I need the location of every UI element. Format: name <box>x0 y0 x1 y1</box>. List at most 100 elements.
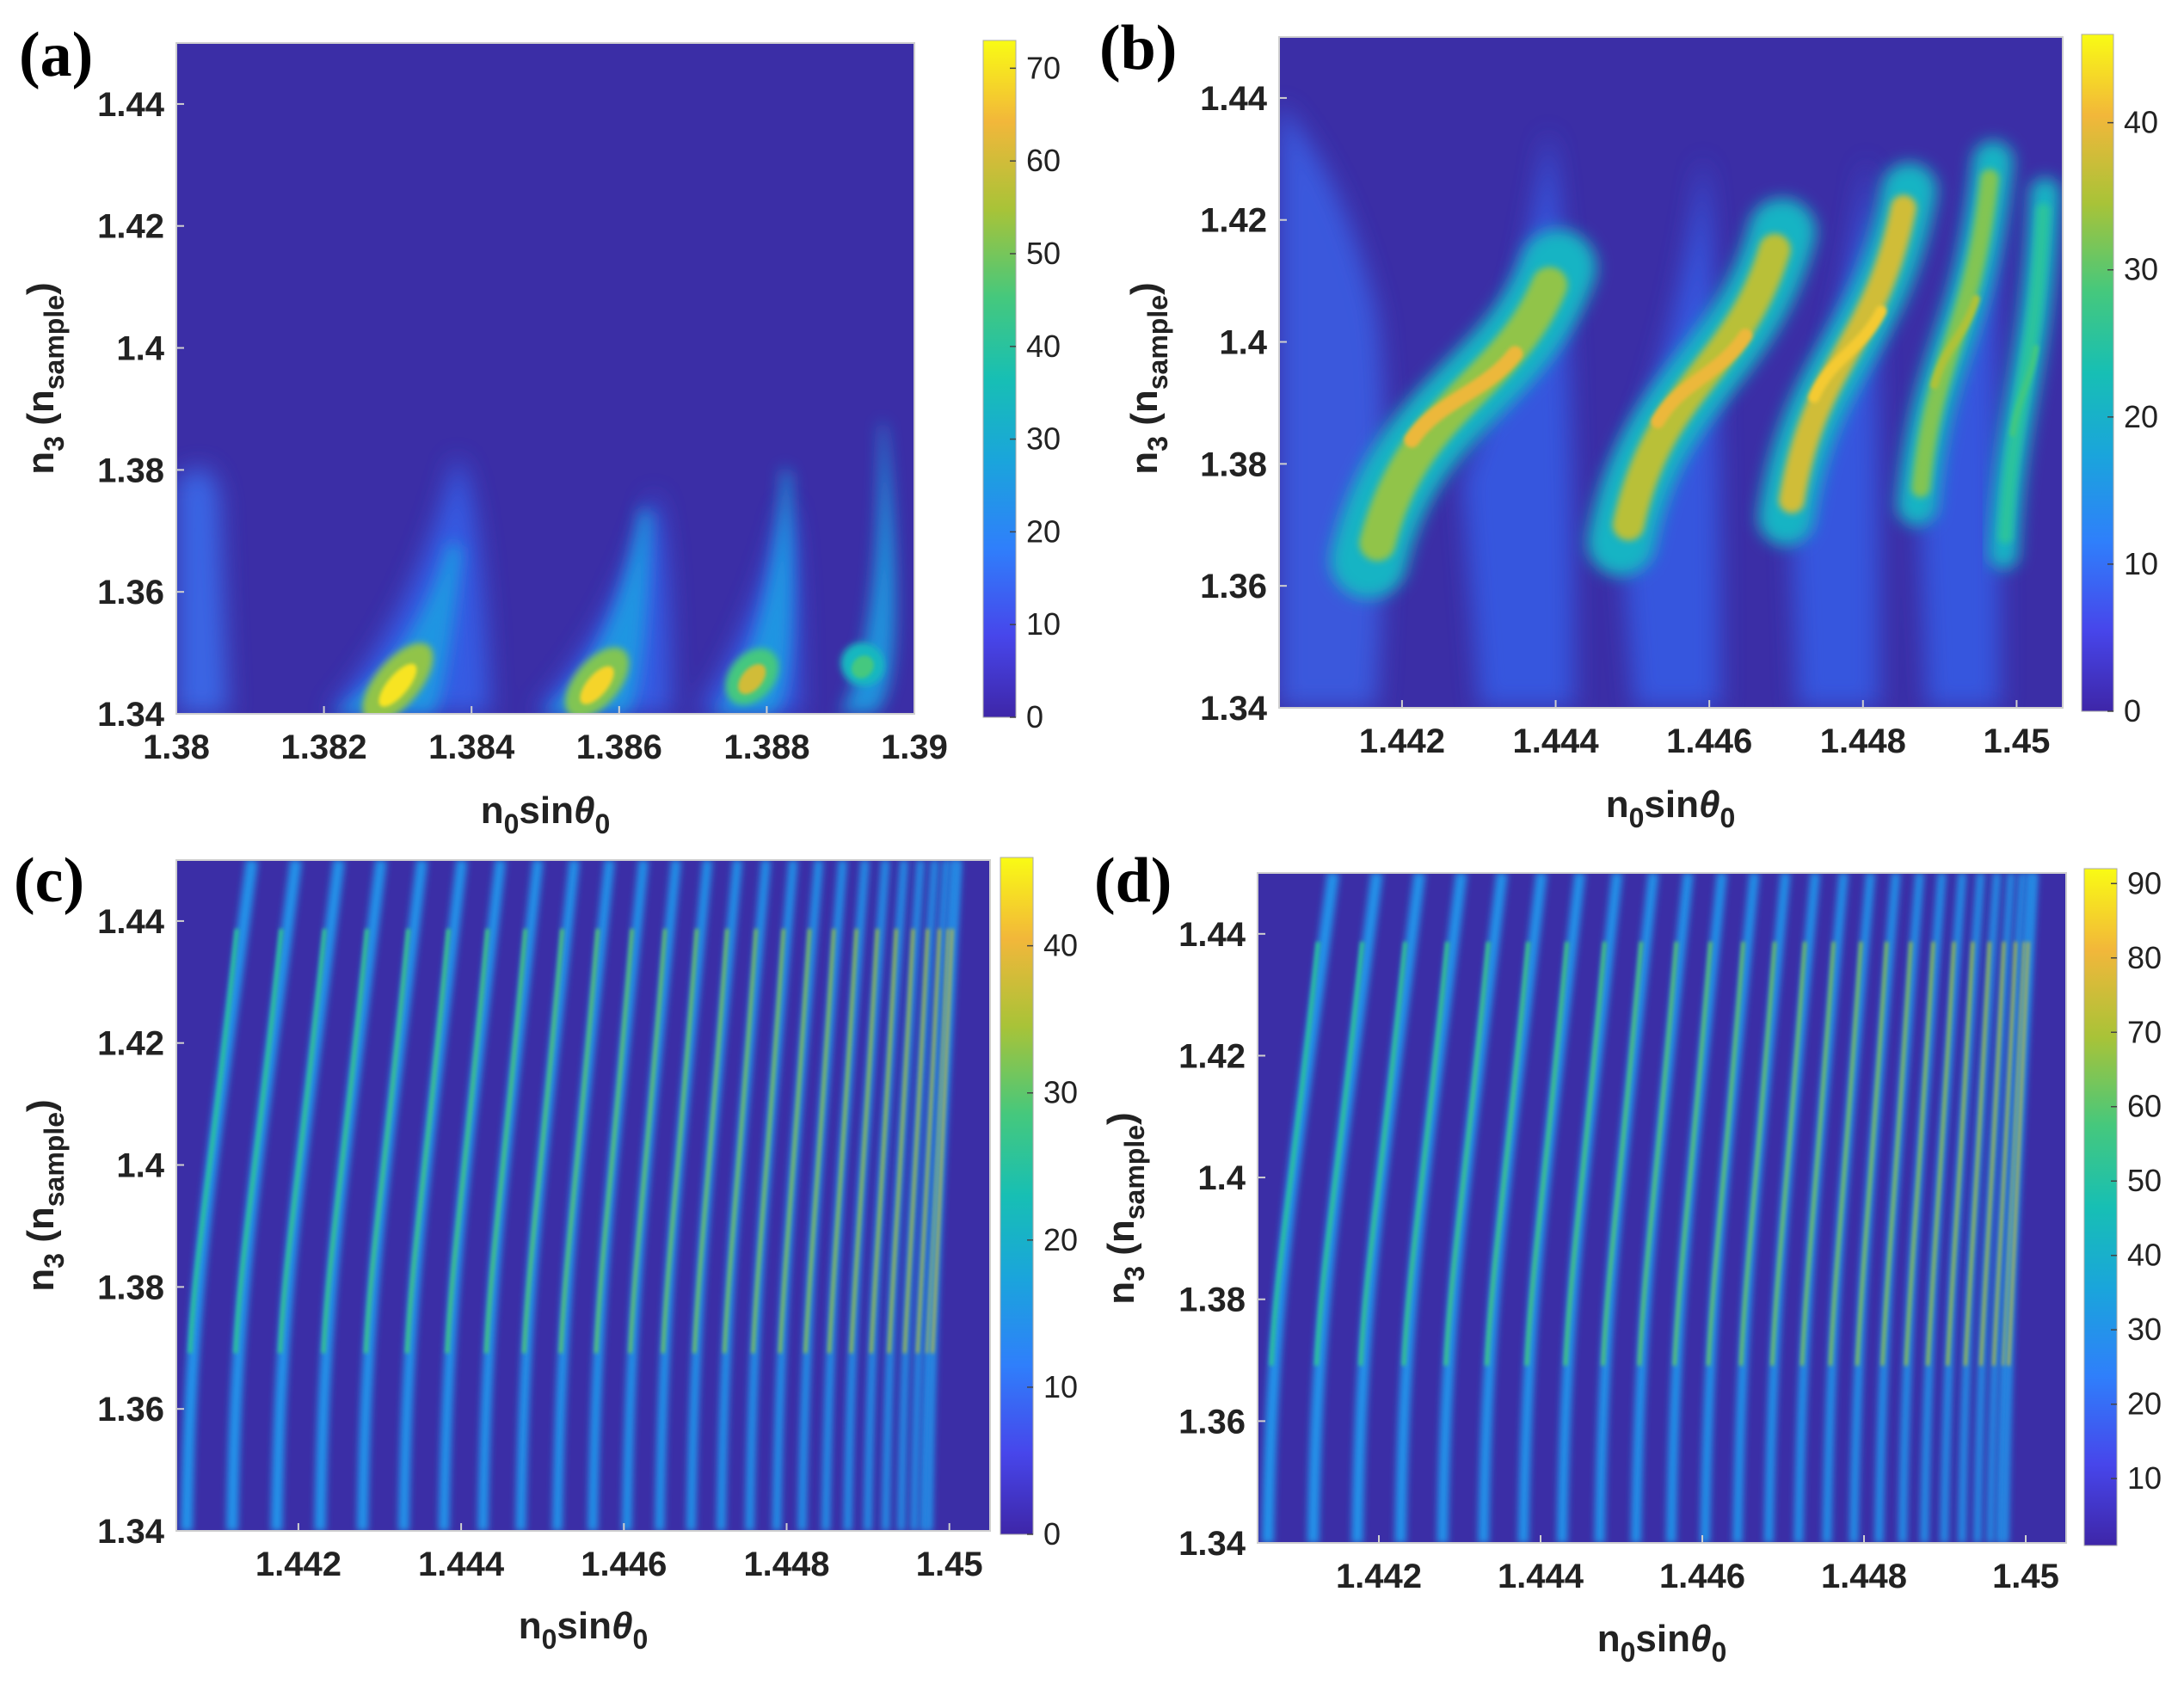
x-tick-label-b-0: 1.442 <box>1359 722 1445 760</box>
fringe-c-21 <box>882 860 925 1531</box>
y-tick-label-d-5: 1.44 <box>1178 916 1246 954</box>
y-tick-label-a-5: 1.44 <box>97 86 165 124</box>
fringe-c-11 <box>622 860 681 1531</box>
y-tick-label-d-2: 1.38 <box>1178 1281 1246 1319</box>
fringe-c-7 <box>477 860 544 1531</box>
fringe-d-11 <box>1700 873 1760 1543</box>
fringe-c-3 <box>314 860 387 1531</box>
x-tick-label-b-4: 1.45 <box>1983 722 2050 760</box>
fringe-c-22 <box>897 860 939 1531</box>
y-ticks-d: 1.34 1.36 1.38 1.4 1.42 1.44 <box>1178 916 1265 1563</box>
fringe-d-20 <box>1940 873 1985 1543</box>
colorbar-tick-label-d-7: 80 <box>2127 940 2162 975</box>
x-tick-label-a-3: 1.386 <box>576 728 662 766</box>
fringe-c-12 <box>655 860 713 1531</box>
fringe-d-9 <box>1630 873 1694 1543</box>
fringe-d-7 <box>1556 873 1623 1543</box>
colorbar-tick-label-c-0: 0 <box>1043 1516 1061 1552</box>
y-tick-label-b-5: 1.44 <box>1200 80 1268 118</box>
x-tick-label-d-2: 1.446 <box>1659 1558 1745 1595</box>
fringe-d-4 <box>1437 873 1508 1543</box>
y-tick-label-c-4: 1.42 <box>97 1025 164 1063</box>
colorbar-tick-label-a-5: 50 <box>1026 236 1061 271</box>
colorbar-tick-label-a-0: 0 <box>1026 699 1043 734</box>
plot-frame-d <box>1257 872 2067 1544</box>
x-tick-label-a-0: 1.38 <box>143 728 210 766</box>
fringe-d-17 <box>1874 873 1924 1543</box>
fringe-c-25 <box>926 860 962 1531</box>
x-tick-label-a-2: 1.384 <box>428 728 515 766</box>
fringe-d-13 <box>1763 873 1820 1543</box>
x-axis-label-b: n0sinθ0 <box>1606 784 1736 833</box>
colorbar-tick-label-b-0: 0 <box>2124 693 2141 728</box>
x-tick-label-c-4: 1.45 <box>916 1546 983 1583</box>
x-tick-label-c-2: 1.446 <box>581 1546 667 1583</box>
fringe-d-2 <box>1351 873 1426 1543</box>
colorbar-tick-label-c-2: 20 <box>1043 1222 1078 1257</box>
resonance-marks-a <box>333 419 896 714</box>
fringe-c-8 <box>515 860 580 1531</box>
resonance-a-2 <box>713 465 793 714</box>
y-ticks-a: 1.34 1.36 1.38 1.4 1.42 1.44 <box>97 86 184 734</box>
fringe-d-6 <box>1517 873 1586 1543</box>
x-tick-label-a-5: 1.39 <box>881 728 948 766</box>
colorbar-tick-label-b-4: 40 <box>2124 105 2158 140</box>
fringe-c-9 <box>551 860 615 1531</box>
colorbar-tick-label-b-1: 10 <box>2124 546 2158 581</box>
panel-label-a: (a) <box>19 20 93 90</box>
x-ticks-c: 1.442 1.444 1.446 1.448 1.45 <box>255 1523 983 1583</box>
resonance-b-4 <box>1988 177 2061 569</box>
x-tick-label-d-1: 1.444 <box>1498 1558 1584 1595</box>
y-tick-label-b-0: 1.34 <box>1200 690 1268 728</box>
y-tick-label-a-1: 1.36 <box>97 574 164 611</box>
y-tick-label-b-2: 1.38 <box>1200 446 1267 483</box>
colorbar-ticks-d: 10 20 30 40 50 60 70 80 90 <box>2111 865 2162 1496</box>
x-tick-label-c-1: 1.444 <box>418 1546 505 1583</box>
fringe-c-0 <box>181 860 258 1531</box>
colorbar-ticks-c: 0 10 20 30 40 <box>1027 928 1078 1552</box>
x-tick-label-b-1: 1.444 <box>1512 722 1599 760</box>
x-tick-label-d-3: 1.448 <box>1821 1558 1907 1595</box>
fringe-d-24 <box>1996 873 2034 1543</box>
fringe-c-16 <box>772 860 824 1531</box>
x-tick-label-a-4: 1.388 <box>723 728 809 766</box>
y-axis-label-c: n3 (nsample) <box>20 1099 70 1291</box>
x-tick-label-c-0: 1.442 <box>255 1546 341 1583</box>
panel-label-d: (d) <box>1094 845 1172 916</box>
fringe-d-15 <box>1822 873 1875 1543</box>
x-ticks-a: 1.38 1.382 1.384 1.386 1.388 1.39 <box>143 706 948 766</box>
fringes-c <box>181 860 962 1531</box>
fringe-d-21 <box>1958 873 2002 1543</box>
plot-bg-a <box>176 43 914 714</box>
panel-label-c: (c) <box>14 845 84 916</box>
colorbar-tick-label-a-2: 20 <box>1026 513 1061 549</box>
x-ticks-b: 1.442 1.444 1.446 1.448 1.45 <box>1359 700 2050 760</box>
x-tick-label-d-4: 1.45 <box>1992 1558 2059 1595</box>
colorbar-tick-label-d-3: 40 <box>2127 1238 2162 1273</box>
x-tick-label-d-0: 1.442 <box>1336 1558 1422 1595</box>
colorbar-tick-label-d-1: 20 <box>2127 1386 2162 1422</box>
fringe-c-10 <box>588 860 649 1531</box>
y-tick-label-d-1: 1.36 <box>1178 1403 1246 1441</box>
x-axis-label-c: n0sinθ0 <box>519 1605 649 1655</box>
plot-frame-b <box>1278 36 2064 709</box>
resonance-b-1 <box>1586 198 1817 576</box>
fringe-c-4 <box>356 860 428 1531</box>
fringe-d-19 <box>1920 873 1966 1543</box>
y-axis-label-b: n3 (nsample) <box>1123 282 1173 474</box>
colorbar-tick-label-a-7: 70 <box>1026 50 1061 85</box>
y-tick-label-c-1: 1.36 <box>97 1391 164 1429</box>
panel-d: (d) 1.442 1.444 1.446 1.448 1.45 1.341.361.3… <box>1094 845 2162 1668</box>
resonance-b-3 <box>1896 140 2014 526</box>
fringe-d-23 <box>1986 873 2027 1543</box>
x-axis-label-a: n0sinθ0 <box>481 790 611 839</box>
fringe-c-5 <box>397 860 468 1531</box>
fringe-d-0 <box>1262 873 1339 1543</box>
fringe-c-24 <box>920 860 958 1531</box>
y-tick-label-c-3: 1.4 <box>116 1147 164 1185</box>
fringe-c-1 <box>226 860 303 1531</box>
fringe-d-10 <box>1665 873 1727 1543</box>
fringe-c-15 <box>745 860 798 1531</box>
fringe-d-12 <box>1732 873 1791 1543</box>
fringe-d-18 <box>1898 873 1947 1543</box>
